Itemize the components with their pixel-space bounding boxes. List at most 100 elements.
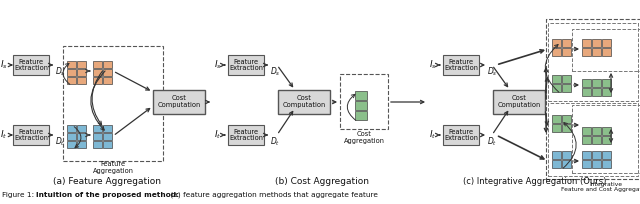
Bar (340, 74, 388, 129)
Bar (602, 127, 611, 135)
Bar (548, 103, 638, 176)
Text: (c) Integrative Aggregation (Ours): (c) Integrative Aggregation (Ours) (463, 177, 607, 186)
Bar (602, 79, 611, 87)
Bar (77, 77, 86, 84)
Text: $I_s$: $I_s$ (0, 59, 8, 71)
Bar (582, 48, 591, 56)
Bar (572, 105, 640, 173)
Bar (582, 79, 591, 87)
Bar (562, 39, 571, 47)
Bar (103, 77, 112, 84)
Text: Feature
Aggregation: Feature Aggregation (93, 162, 134, 174)
Bar (592, 151, 601, 159)
Bar (562, 151, 571, 159)
Bar (77, 61, 86, 68)
Bar (67, 69, 76, 76)
Bar (67, 77, 76, 84)
Bar (153, 90, 205, 114)
Bar (67, 141, 76, 148)
Bar (562, 124, 571, 132)
Text: Intuition of the proposed method:: Intuition of the proposed method: (36, 192, 179, 198)
Bar (13, 55, 49, 75)
Bar (278, 90, 330, 114)
Text: $D_s$: $D_s$ (55, 66, 65, 78)
Bar (63, 46, 163, 161)
Text: (a) Feature Aggregation: (a) Feature Aggregation (53, 177, 161, 186)
Bar (592, 88, 601, 96)
Bar (355, 111, 367, 120)
Bar (562, 75, 571, 83)
Bar (103, 69, 112, 76)
Bar (103, 133, 112, 140)
Bar (103, 125, 112, 132)
Bar (582, 39, 591, 47)
Bar (562, 160, 571, 168)
Bar (103, 61, 112, 68)
Text: (a) feature aggregation methods that aggregate feature: (a) feature aggregation methods that agg… (168, 192, 378, 198)
Bar (77, 125, 86, 132)
Bar (552, 160, 561, 168)
Bar (582, 136, 591, 144)
Text: $D_t$: $D_t$ (270, 136, 280, 148)
Text: $D_t$: $D_t$ (487, 136, 497, 148)
Bar (443, 55, 479, 75)
Text: Feature
Extraction: Feature Extraction (14, 59, 48, 71)
Bar (93, 133, 102, 140)
Bar (103, 141, 112, 148)
Bar (602, 151, 611, 159)
Bar (93, 125, 102, 132)
Bar (562, 48, 571, 56)
Bar (93, 141, 102, 148)
Bar (552, 84, 561, 92)
Bar (582, 151, 591, 159)
Bar (582, 127, 591, 135)
Bar (602, 88, 611, 96)
Bar (93, 61, 102, 68)
Bar (602, 136, 611, 144)
Text: Feature
Extraction: Feature Extraction (14, 129, 48, 142)
Bar (355, 101, 367, 110)
Text: $I_s$: $I_s$ (214, 59, 222, 71)
Text: Feature
Extraction: Feature Extraction (444, 129, 478, 142)
Text: (b) Cost Aggregation: (b) Cost Aggregation (275, 177, 369, 186)
Text: Feature
Extraction: Feature Extraction (229, 129, 263, 142)
Bar (592, 79, 601, 87)
Bar (552, 75, 561, 83)
Bar (582, 160, 591, 168)
Bar (355, 91, 367, 100)
Text: Cost
Computation: Cost Computation (157, 95, 200, 109)
Bar (602, 48, 611, 56)
Bar (552, 39, 561, 47)
Bar (67, 125, 76, 132)
Bar (562, 115, 571, 123)
Text: $I_t$: $I_t$ (429, 129, 436, 141)
Bar (548, 23, 638, 101)
Bar (77, 141, 86, 148)
Text: $D_s$: $D_s$ (487, 66, 497, 78)
Bar (592, 39, 601, 47)
Bar (572, 29, 640, 71)
Bar (592, 160, 601, 168)
Text: $I_t$: $I_t$ (214, 129, 221, 141)
Bar (552, 151, 561, 159)
Bar (13, 125, 49, 145)
Text: Integrative
Feature and Cost Aggregation: Integrative Feature and Cost Aggregation (561, 182, 640, 192)
Text: $I_s$: $I_s$ (429, 59, 437, 71)
Bar (552, 115, 561, 123)
Bar (546, 19, 640, 179)
Bar (93, 69, 102, 76)
Text: Cost
Computation: Cost Computation (497, 95, 541, 109)
Text: Feature
Extraction: Feature Extraction (229, 59, 263, 71)
Bar (93, 77, 102, 84)
Bar (602, 39, 611, 47)
Bar (493, 90, 545, 114)
Bar (443, 125, 479, 145)
Bar (552, 48, 561, 56)
Bar (67, 133, 76, 140)
Bar (562, 84, 571, 92)
Text: Cost
Aggregation: Cost Aggregation (344, 132, 385, 144)
Text: $D_t$: $D_t$ (55, 136, 65, 148)
Bar (552, 124, 561, 132)
Bar (228, 55, 264, 75)
Bar (592, 136, 601, 144)
